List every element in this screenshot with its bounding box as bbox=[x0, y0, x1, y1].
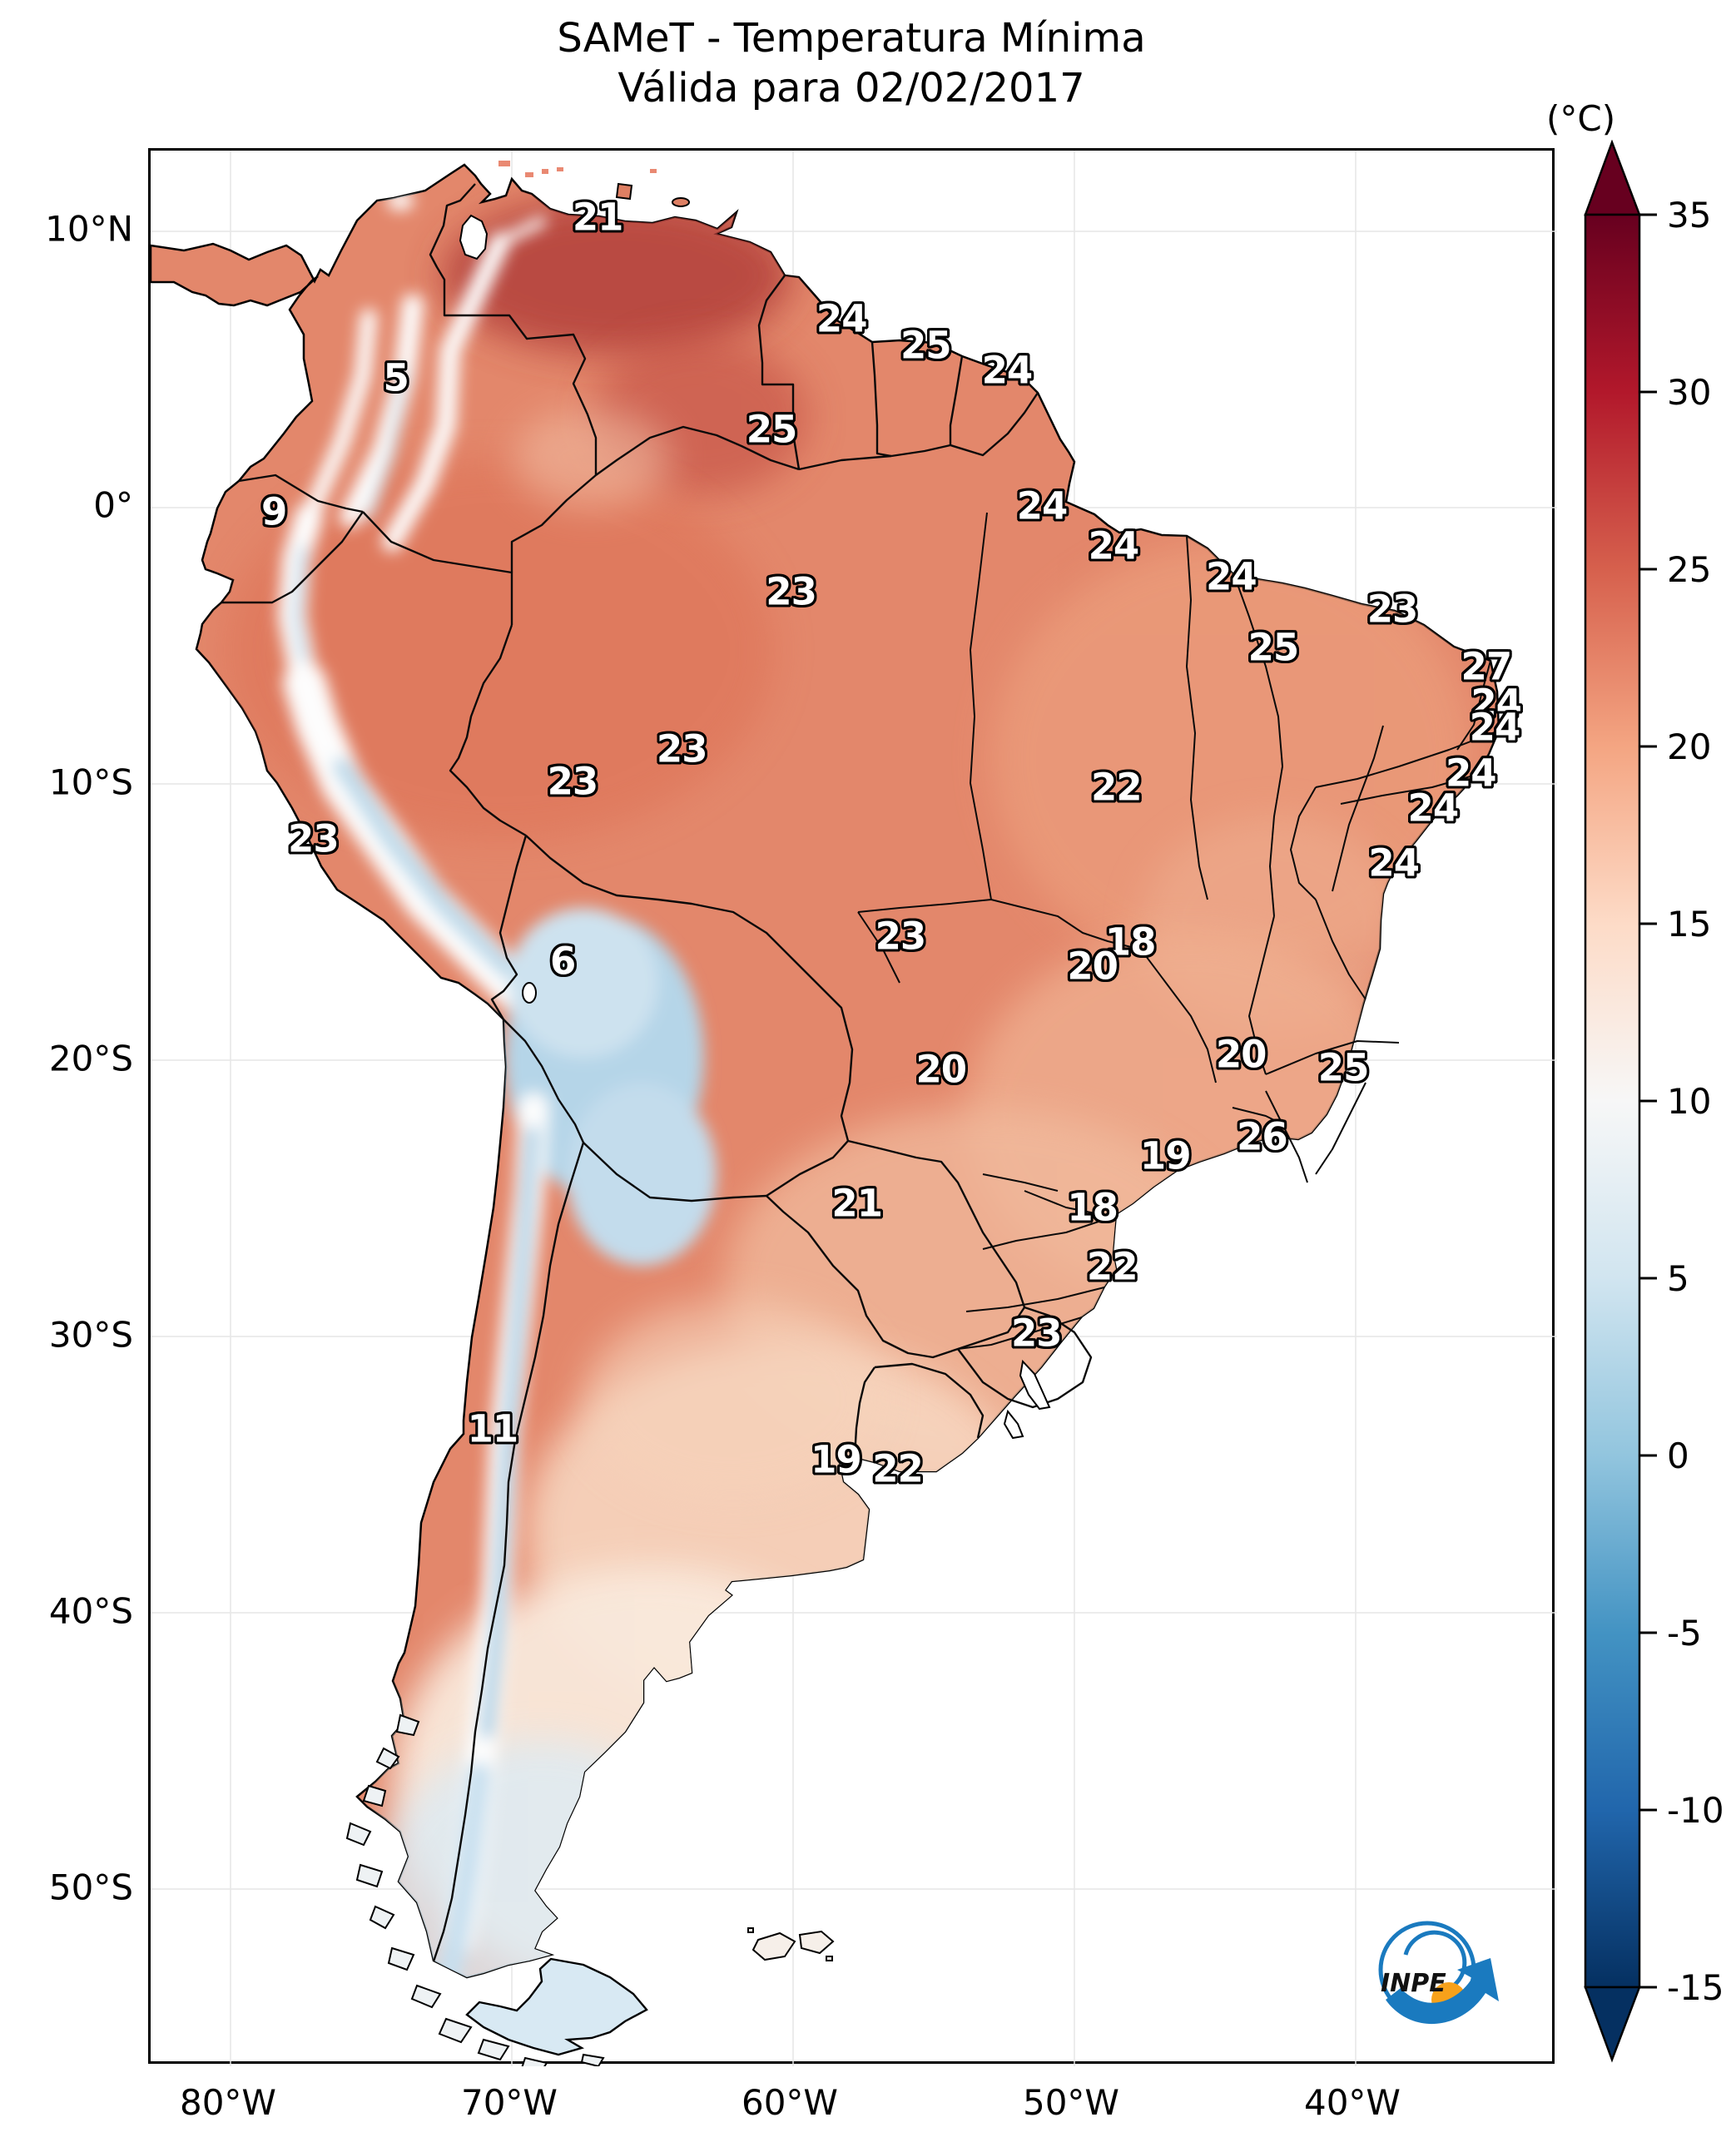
colorbar-tick-label: 25 bbox=[1667, 549, 1711, 590]
temp-label: 18 bbox=[1067, 1185, 1118, 1229]
inpe-logo: INPE bbox=[1367, 1907, 1513, 2031]
temp-label: 11 bbox=[468, 1407, 518, 1451]
temp-label: 24 bbox=[1368, 841, 1419, 885]
temp-label: 19 bbox=[1140, 1133, 1191, 1178]
temp-label: 23 bbox=[548, 759, 598, 803]
colorbar-ticks: 35 30 25 20 15 10 5 0 -5 -10 -15 bbox=[1639, 195, 1724, 2008]
temp-label: 22 bbox=[872, 1447, 923, 1491]
colorbar-tick-label: -5 bbox=[1667, 1613, 1702, 1654]
colorbar-tick-label: 0 bbox=[1667, 1435, 1689, 1476]
colorbar-tick-label: 10 bbox=[1667, 1081, 1711, 1122]
colorbar-tick-label: 5 bbox=[1667, 1258, 1689, 1299]
temp-label: 19 bbox=[811, 1437, 861, 1481]
temp-label: 24 bbox=[982, 349, 1033, 393]
temp-label: 20 bbox=[1067, 945, 1118, 989]
colorbar-tick-label: -15 bbox=[1667, 1967, 1724, 2008]
temp-label: 23 bbox=[657, 726, 707, 771]
temp-label: 22 bbox=[1087, 1244, 1138, 1288]
page-title: SAMeT - Temperatura Mínima Válida para 0… bbox=[148, 13, 1555, 113]
temp-label: 20 bbox=[915, 1048, 966, 1092]
title-line1: SAMeT - Temperatura Mínima bbox=[148, 13, 1555, 63]
temp-label: 24 bbox=[1089, 524, 1139, 568]
colorbar-tick-label: 30 bbox=[1667, 372, 1711, 413]
figure: SAMeT - Temperatura Mínima Válida para 0… bbox=[0, 0, 1736, 2152]
lon-tick-label: 50°W bbox=[988, 2082, 1154, 2123]
lon-tick-label: 60°W bbox=[707, 2082, 873, 2123]
temp-label: 25 bbox=[1248, 625, 1299, 669]
lat-tick-label: 20°S bbox=[8, 1038, 133, 1078]
title-line2: Válida para 02/02/2017 bbox=[148, 63, 1555, 113]
lon-tick-label: 70°W bbox=[426, 2082, 593, 2123]
lat-tick-label: 0° bbox=[8, 484, 133, 525]
lat-tick-label: 30°S bbox=[8, 1314, 133, 1355]
temp-label: 24 bbox=[1408, 786, 1459, 830]
temp-label: 25 bbox=[1318, 1046, 1369, 1090]
lat-tick-label: 10°N bbox=[8, 208, 133, 249]
temp-label: 24 bbox=[1470, 706, 1520, 750]
temp-label: 20 bbox=[1216, 1033, 1267, 1077]
colorbar-tick-label: 15 bbox=[1667, 904, 1711, 945]
temp-label: 25 bbox=[746, 408, 797, 452]
lon-tick-label: 40°W bbox=[1269, 2082, 1436, 2123]
temp-label: 26 bbox=[1237, 1114, 1287, 1158]
south-america-map: 2124252425592424242325272424242422242323… bbox=[148, 148, 1555, 2064]
temp-label: 21 bbox=[573, 196, 623, 240]
temp-label: 21 bbox=[831, 1182, 882, 1226]
temp-label: 22 bbox=[1091, 765, 1142, 809]
logo-text: INPE bbox=[1381, 1969, 1446, 1998]
colorbar-under-arrow bbox=[1585, 1987, 1639, 2060]
colorbar-gradient bbox=[1585, 215, 1639, 1987]
temp-label: 23 bbox=[875, 914, 926, 958]
temp-label: 24 bbox=[816, 297, 867, 341]
temp-label: 5 bbox=[384, 356, 409, 400]
temp-label: 25 bbox=[900, 324, 951, 368]
temp-label: 24 bbox=[1206, 555, 1257, 599]
lat-tick-label: 50°S bbox=[8, 1867, 133, 1907]
lon-tick-label: 80°W bbox=[145, 2082, 311, 2123]
temp-label: 23 bbox=[1011, 1312, 1062, 1356]
temperature-labels: 2124252425592424242325272424242422242323… bbox=[151, 151, 1552, 2061]
temp-label: 9 bbox=[261, 489, 286, 533]
colorbar-tick-label: 20 bbox=[1667, 726, 1711, 767]
colorbar: 35 30 25 20 15 10 5 0 -5 -10 -15 bbox=[1584, 140, 1736, 2079]
temp-label: 23 bbox=[1367, 588, 1418, 632]
temp-label: 24 bbox=[1017, 484, 1068, 528]
lat-tick-label: 10°S bbox=[8, 761, 133, 802]
temp-label: 23 bbox=[288, 816, 339, 860]
colorbar-tick-label: -10 bbox=[1667, 1790, 1724, 1831]
colorbar-over-arrow bbox=[1585, 142, 1639, 215]
temp-label: 6 bbox=[550, 939, 575, 983]
lat-tick-label: 40°S bbox=[8, 1591, 133, 1632]
temp-label: 23 bbox=[766, 570, 816, 614]
colorbar-unit: (°C) bbox=[1546, 98, 1646, 139]
colorbar-tick-label: 35 bbox=[1667, 195, 1711, 236]
